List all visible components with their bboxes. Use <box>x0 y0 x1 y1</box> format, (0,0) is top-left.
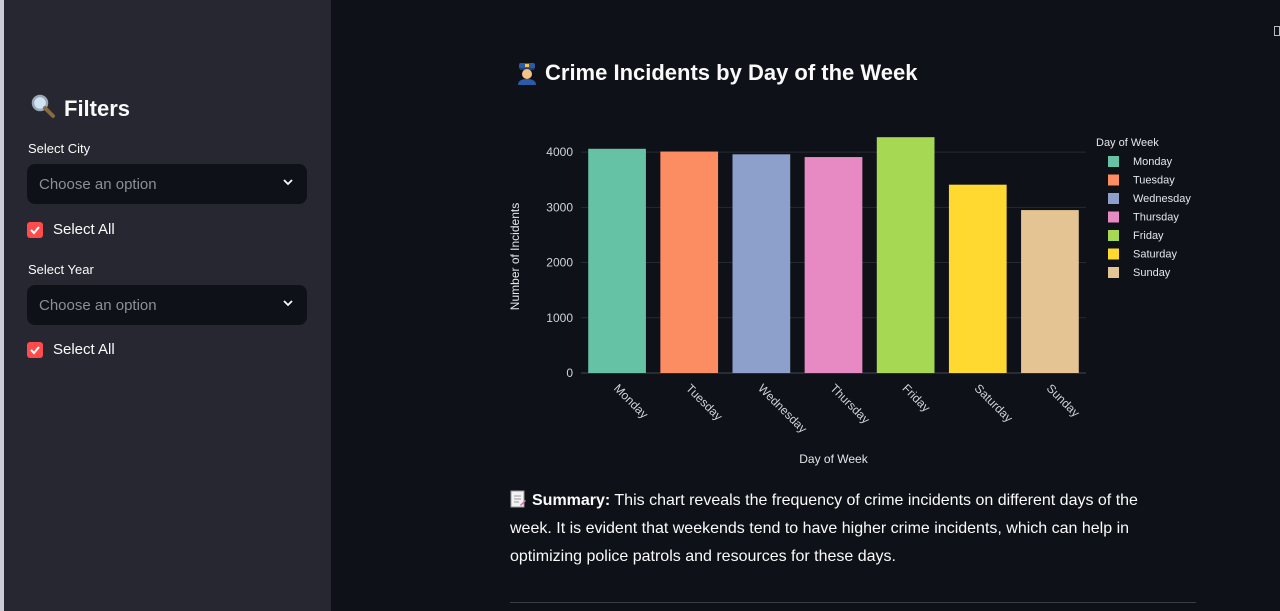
legend-label: Monday <box>1133 156 1173 168</box>
legend-swatch <box>1108 230 1119 241</box>
select-year-label: Select Year <box>28 262 94 277</box>
bar-saturday <box>948 184 1007 373</box>
legend-label: Friday <box>1133 230 1164 242</box>
select-city-dropdown[interactable]: Choose an option <box>27 164 307 204</box>
summary-label: Summary: <box>532 492 611 509</box>
legend-label: Thursday <box>1133 212 1179 224</box>
bar-tuesday <box>660 151 719 373</box>
legend-swatch <box>1108 267 1119 278</box>
legend-swatch <box>1108 211 1119 223</box>
legend-swatch <box>1108 193 1119 204</box>
divider <box>510 602 1196 603</box>
select-year-dropdown[interactable]: Choose an option <box>27 285 307 325</box>
legend-swatch <box>1108 248 1119 260</box>
select-year-placeholder: Choose an option <box>39 296 157 314</box>
city-select-all-label: Select All <box>53 221 115 238</box>
city-select-all-checkbox[interactable] <box>27 221 43 238</box>
y-tick-label: 2000 <box>546 256 573 270</box>
legend-swatch <box>1108 156 1119 167</box>
x-tick-label: Monday <box>611 381 651 421</box>
bar-sunday <box>1021 210 1079 373</box>
select-city-placeholder: Choose an option <box>39 175 157 193</box>
x-tick-label: Saturday <box>972 381 1016 425</box>
x-tick-label: Friday <box>900 381 933 414</box>
sidebar: Filters Select City Choose an option Sel… <box>0 0 331 611</box>
bar-chart: 0 1000 2000 3000 4000 Monday Tuesday Wednesday T… <box>508 137 1191 466</box>
bar-monday <box>588 148 646 373</box>
memo-icon <box>510 490 526 508</box>
magnifier-icon <box>30 93 56 125</box>
year-select-all[interactable]: Select All <box>27 341 115 358</box>
y-tick-label: 1000 <box>546 311 573 325</box>
summary-text: This chart reveals the frequency of crim… <box>510 492 1138 565</box>
window-icon[interactable] <box>1274 26 1280 36</box>
main-content: Crime Incidents by Day of the Week 0 1000… <box>331 0 1280 611</box>
year-select-all-checkbox[interactable] <box>27 341 43 358</box>
city-select-all[interactable]: Select All <box>27 221 115 238</box>
legend-label: Wednesday <box>1133 193 1191 205</box>
sidebar-header: Filters <box>30 93 130 125</box>
x-tick-label: Thursday <box>827 381 872 426</box>
police-officer-icon <box>515 61 539 85</box>
legend-label: Tuesday <box>1133 175 1175 187</box>
x-axis-title: Day of Week <box>799 452 868 466</box>
y-tick-label: 4000 <box>546 145 573 159</box>
bar-thursday <box>804 157 863 373</box>
legend-label: Sunday <box>1133 267 1171 279</box>
chevron-down-icon <box>281 175 295 193</box>
page-title-text: Crime Incidents by Day of the Week <box>545 60 918 85</box>
sidebar-title: Filters <box>64 96 131 121</box>
legend-label: Saturday <box>1133 249 1178 261</box>
legend-swatch <box>1108 174 1119 186</box>
y-axis-title: Number of Incidents <box>508 203 522 310</box>
y-tick-label: 0 <box>566 366 573 380</box>
legend-title: Day of Week <box>1096 137 1159 149</box>
year-select-all-label: Select All <box>53 341 115 358</box>
bar-wednesday <box>732 154 791 373</box>
summary-paragraph: Summary: This chart reveals the frequenc… <box>510 487 1170 571</box>
x-tick-label: Wednesday <box>755 381 810 436</box>
select-city-label: Select City <box>28 141 91 156</box>
chevron-down-icon <box>281 296 295 314</box>
x-tick-label: Sunday <box>1044 381 1083 420</box>
y-tick-label: 3000 <box>546 200 573 214</box>
page-title: Crime Incidents by Day of the Week <box>515 60 917 86</box>
x-tick-label: Tuesday <box>683 381 725 423</box>
bar-friday <box>876 137 935 373</box>
